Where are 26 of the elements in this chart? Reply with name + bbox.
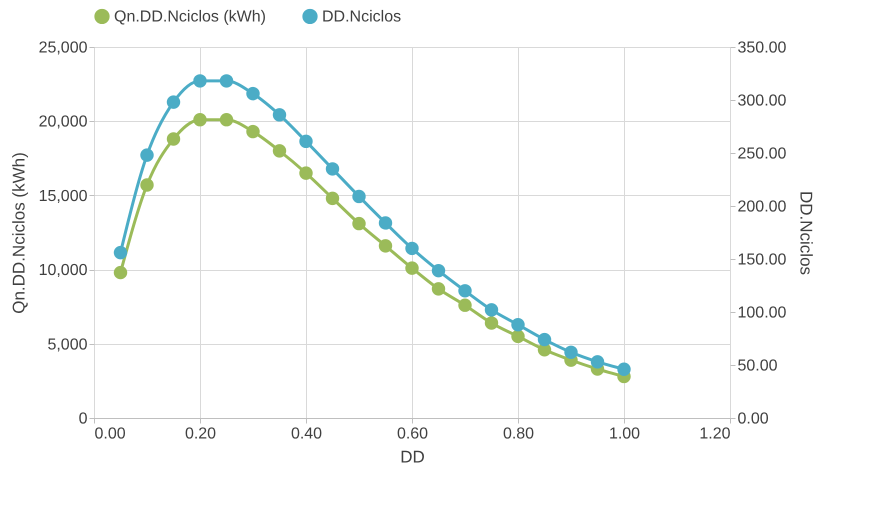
- x-tick-label: 0.60: [396, 426, 428, 442]
- y-axis-title: Qn.DD.Nciclos (kWh): [10, 152, 29, 314]
- y-tick-label: 0: [78, 410, 88, 428]
- y2-tick-label: 0.00: [738, 410, 769, 428]
- y2-axis-title: DD.Nciclos: [796, 190, 816, 276]
- y-tick-label: 5,000: [47, 336, 88, 354]
- y2-tick-label: 50.00: [738, 358, 778, 374]
- legend-label: DD.Nciclos: [322, 8, 402, 26]
- x-tick-label: 0.40: [290, 426, 322, 442]
- x-axis-title: DD: [400, 448, 425, 466]
- x-tick-label: 0.80: [502, 426, 534, 442]
- y2-tick-label: 300.00: [738, 92, 787, 110]
- y2-tick-label: 100.00: [738, 304, 787, 322]
- y-tick-label: 10,000: [38, 262, 88, 280]
- x-tick-label: 0.20: [184, 426, 216, 442]
- y-tick-label: 15,000: [38, 188, 88, 205]
- y-tick-label: 25,000: [38, 40, 88, 56]
- x-tick-label: 1.20: [699, 426, 731, 442]
- x-tick-label: 1.00: [608, 426, 640, 442]
- x-tick-label: 0.00: [94, 426, 126, 442]
- y2-tick-label: 350.00: [738, 40, 787, 56]
- y2-tick-label: 150.00: [738, 252, 787, 268]
- legend-label: Qn.DD.Nciclos (kWh): [114, 8, 266, 26]
- y2-tick-label: 200.00: [738, 198, 787, 216]
- y2-tick-label: 250.00: [738, 146, 787, 162]
- y-tick-label: 20,000: [38, 114, 88, 131]
